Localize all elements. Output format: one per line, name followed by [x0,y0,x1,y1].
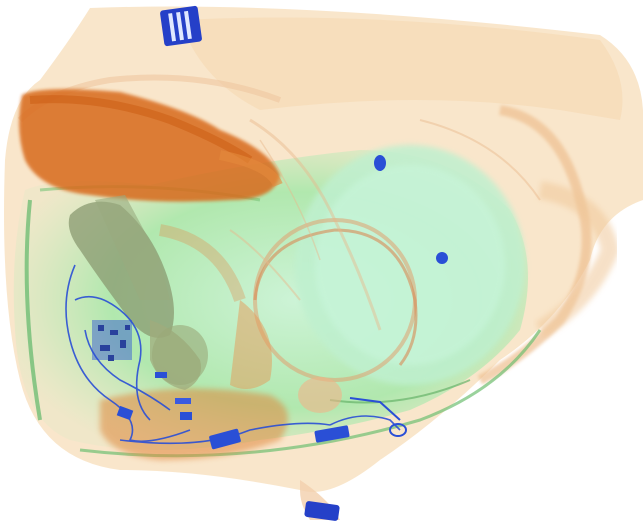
circuit-board [92,320,132,361]
texture-strokes [229,118,541,331]
bottom-buckle [304,501,340,521]
cable-wires [65,264,401,445]
dense-organic-bottle [19,89,283,202]
zipper-pull [374,155,386,171]
circular-disk-object [253,218,418,413]
metal-components [92,5,448,521]
electronic-device [68,195,208,390]
metal-rivet [436,252,448,264]
